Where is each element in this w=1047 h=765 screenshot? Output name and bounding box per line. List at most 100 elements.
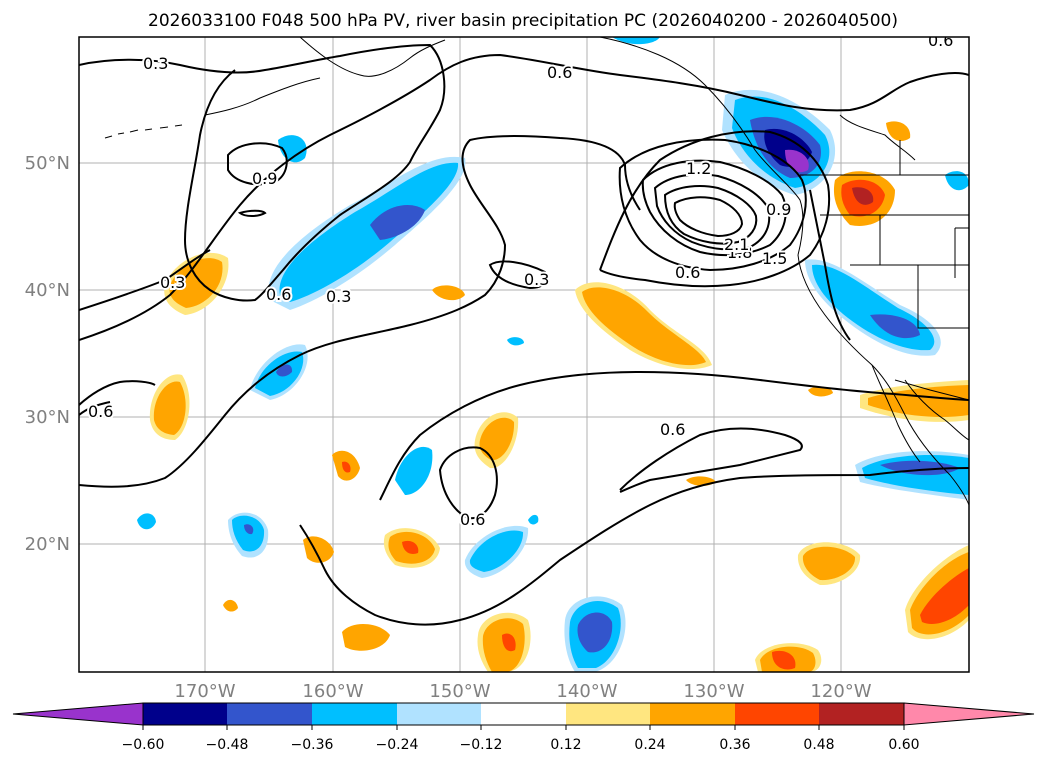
precip-negative-region — [395, 446, 433, 495]
contour-0-6-inner — [379, 370, 969, 501]
precip-positive-region — [852, 187, 874, 205]
precip-negative-region — [137, 513, 156, 530]
colorbar-tick-label: 0.24 — [634, 737, 665, 753]
precip-positive-region — [402, 540, 419, 554]
contour-label: 0.6 — [660, 420, 685, 439]
contour-0-6-closed — [438, 446, 498, 520]
lon-label: 140°W — [556, 681, 617, 702]
colorbar-tick-label: 0.60 — [888, 737, 919, 753]
colorbar-segment — [143, 703, 227, 725]
precip-negative-region — [469, 530, 524, 572]
colorbar-segment — [735, 703, 819, 725]
colorbar-border — [142, 702, 905, 726]
contour-2-1 — [673, 196, 744, 238]
contour-label: 1.5 — [762, 249, 787, 268]
precip-negative-region — [232, 515, 265, 552]
contour-0-3-right — [79, 249, 211, 311]
contour-label: 0.6 — [460, 510, 485, 529]
contour-0-9 — [618, 138, 807, 272]
map-title: 2026033100 F048 500 hPa PV, river basin … — [148, 11, 898, 31]
contour-label: 1.2 — [686, 159, 711, 178]
contour-label: 0.6 — [928, 31, 953, 50]
longitude-labels: 170°W 160°W 150°W 140°W 130°W 120°W — [174, 681, 871, 702]
precip-negative-region — [870, 314, 920, 339]
contour-0-6-large — [79, 53, 969, 341]
contour-1-8 — [663, 185, 758, 245]
colorbar-tick-label: 0.48 — [803, 737, 834, 753]
colorbar-ticks — [142, 725, 905, 730]
precip-negative-region — [279, 162, 459, 302]
colorbar-tick-label: −0.48 — [206, 737, 249, 753]
contour-label: 0.3 — [326, 287, 351, 306]
map-content: 0.3 0.6 0.9 1.2 0.6 0.3 0.3 0.3 0.6 0.9 … — [79, 31, 969, 672]
contour-label: 0.6 — [547, 63, 572, 82]
contour-0-6-lower — [299, 467, 969, 626]
contour-label: 0.6 — [88, 402, 113, 421]
alaska-coastline — [299, 37, 446, 77]
contour-1-2 — [641, 159, 787, 257]
lon-label: 170°W — [174, 681, 235, 702]
contour-0-9-small — [237, 209, 267, 217]
canada-province-border — [839, 114, 916, 175]
precip-positive-region — [886, 121, 911, 142]
lon-label: 150°W — [429, 681, 490, 702]
nw-coastline — [599, 37, 804, 256]
contour-1-5 — [653, 173, 771, 251]
colorbar-tick-label: −0.36 — [291, 737, 334, 753]
precip-positive-region — [582, 287, 706, 366]
precip-negative-region — [577, 612, 613, 653]
contour-label: 0.6 — [675, 263, 700, 282]
precip-positive-region — [479, 417, 515, 461]
colorbar-segment — [481, 703, 566, 725]
precip-negative-region — [370, 205, 425, 240]
colorbar-tick-label: −0.60 — [122, 737, 165, 753]
precip-negative-region — [612, 37, 660, 45]
contour-label: 0.3 — [524, 270, 549, 289]
colorbar: −0.60 −0.48 −0.36 −0.24 −0.12 0.12 0.24 … — [12, 702, 1035, 753]
contour-labels: 0.3 0.6 0.9 1.2 0.6 0.3 0.3 0.3 0.6 0.9 … — [86, 31, 955, 531]
pv-contours — [79, 43, 969, 626]
lat-label: 50°N — [25, 153, 70, 174]
gulf-of-california-coastline — [904, 379, 969, 441]
colorbar-segment — [566, 703, 650, 725]
contour-label: 0.9 — [766, 200, 791, 219]
colorbar-segment — [227, 703, 312, 725]
precip-negative-region — [276, 364, 293, 377]
colorbar-segment — [312, 703, 397, 725]
lat-label: 30°N — [25, 407, 70, 428]
precip-positive-region — [153, 381, 186, 435]
colorbar-tick-label: −0.12 — [460, 737, 503, 753]
contour-label: 2.1 — [724, 235, 749, 254]
contour-0-6-west — [79, 380, 156, 416]
lat-label: 40°N — [25, 280, 70, 301]
contour-0-6-coast — [809, 189, 851, 341]
colorbar-segment — [650, 703, 735, 725]
precip-shading — [137, 37, 969, 672]
precip-positive-region — [342, 624, 390, 651]
aleutian-islands — [104, 124, 183, 139]
lon-label: 160°W — [302, 681, 363, 702]
contour-label: 0.3 — [160, 273, 185, 292]
contour-0-3-closed — [488, 260, 548, 290]
precip-positive-region — [342, 461, 351, 473]
colorbar-tick-label: −0.24 — [376, 737, 419, 753]
us-state-border — [820, 214, 969, 329]
precip-positive-region — [802, 546, 856, 581]
precip-positive-region — [432, 285, 465, 301]
contour-label: 0.9 — [252, 169, 277, 188]
colorbar-extend-min — [12, 702, 144, 726]
contour-0-3 — [79, 43, 446, 302]
precip-positive-region — [772, 650, 796, 670]
contour-label: 0.6 — [266, 285, 291, 304]
precip-positive-region — [920, 568, 969, 625]
contour-label: 1.8 — [727, 243, 752, 262]
precip-positive-region — [223, 599, 238, 612]
latitude-labels: 50°N 40°N 30°N 20°N — [25, 153, 70, 555]
alaska-peninsula-coastline — [204, 77, 321, 116]
contour-0-9-closed — [227, 142, 288, 186]
precip-negative-region — [507, 337, 524, 346]
lon-label: 130°W — [683, 681, 744, 702]
baja-coastline — [871, 364, 921, 463]
